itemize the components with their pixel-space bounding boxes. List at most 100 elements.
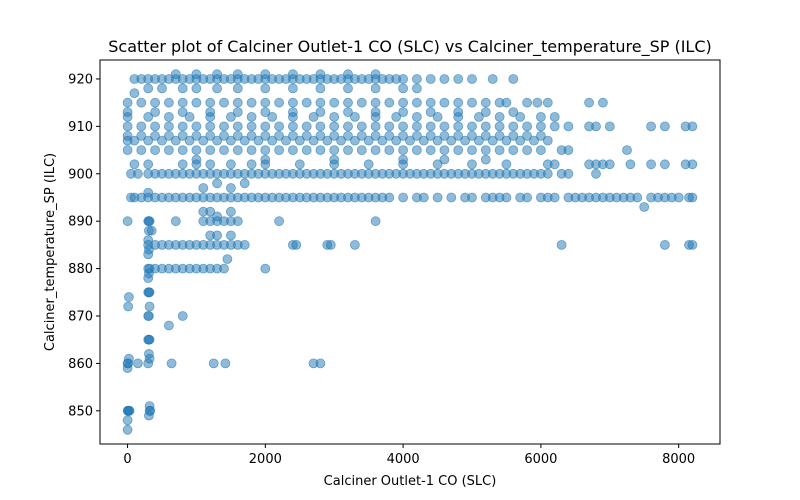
data-point (205, 107, 216, 117)
data-point (384, 97, 395, 108)
x-tick-label: 8000 (662, 452, 695, 467)
data-point (177, 107, 188, 117)
data-point (425, 145, 436, 156)
data-point (232, 83, 243, 94)
data-point (163, 97, 174, 108)
x-axis-label: Calciner Outlet-1 CO (SLC) (324, 474, 497, 489)
data-point (301, 145, 312, 156)
data-point (308, 112, 319, 122)
data-point (473, 135, 484, 146)
data-point (391, 135, 402, 146)
data-point (343, 83, 353, 94)
data-point (315, 83, 326, 94)
data-point (625, 159, 636, 170)
data-point (480, 121, 491, 132)
data-point (494, 121, 505, 132)
data-point (425, 74, 436, 84)
data-point (136, 121, 147, 132)
data-point (291, 239, 302, 250)
data-point (501, 97, 512, 108)
data-point (391, 112, 402, 122)
data-point (480, 97, 491, 108)
points-layer (122, 69, 698, 435)
data-point (177, 159, 188, 170)
data-point (184, 112, 195, 122)
data-point (129, 88, 140, 99)
data-point (225, 183, 236, 193)
data-point (522, 97, 532, 108)
data-point (274, 130, 285, 141)
data-point (343, 145, 353, 156)
x-tick-label: 2000 (249, 452, 282, 467)
data-point (549, 192, 560, 203)
data-point (480, 145, 491, 156)
data-point (301, 121, 312, 132)
data-point (532, 97, 543, 108)
data-point (191, 154, 202, 165)
data-point (343, 97, 353, 108)
data-point (143, 135, 154, 146)
data-point (370, 107, 381, 117)
data-point (329, 154, 340, 165)
data-point (157, 135, 167, 146)
data-point (604, 159, 615, 170)
data-point (124, 405, 135, 416)
data-point (177, 121, 188, 132)
data-point (198, 135, 209, 146)
data-point (480, 107, 491, 117)
data-point (329, 97, 340, 108)
data-point (315, 358, 326, 369)
data-point (370, 145, 381, 156)
data-point (467, 159, 477, 170)
data-point (370, 121, 381, 132)
data-point (239, 239, 250, 250)
data-point (480, 130, 491, 141)
data-point (522, 192, 532, 203)
data-point (246, 112, 257, 122)
data-point (301, 97, 312, 108)
data-point (536, 112, 546, 122)
data-point (205, 206, 216, 217)
data-point (274, 97, 285, 108)
data-point (287, 83, 298, 94)
data-point (522, 121, 532, 132)
data-point (136, 130, 147, 141)
data-point (315, 107, 326, 117)
data-point (260, 107, 271, 117)
data-point (370, 83, 381, 94)
data-point (467, 130, 477, 141)
data-point (177, 145, 188, 156)
data-point (349, 135, 360, 146)
data-point (205, 121, 216, 132)
data-point (370, 130, 381, 141)
data-point (473, 112, 484, 122)
data-point (274, 121, 285, 132)
data-point (660, 239, 670, 250)
data-point (157, 83, 167, 94)
data-point (591, 121, 601, 132)
data-point (267, 112, 278, 122)
data-point (411, 83, 422, 94)
data-point (122, 415, 133, 426)
y-tick-label: 870 (68, 310, 93, 325)
data-point (446, 192, 457, 203)
data-point (170, 216, 181, 227)
data-point (508, 121, 519, 132)
data-point (453, 121, 464, 132)
data-point (322, 135, 333, 146)
y-axis-label: Calciner_temperature_SP (ILC) (43, 153, 58, 351)
data-point (411, 97, 422, 108)
data-point (398, 121, 409, 132)
data-point (377, 135, 388, 146)
data-point (287, 97, 298, 108)
data-point (212, 230, 223, 241)
data-point (425, 97, 436, 108)
data-point (432, 159, 443, 170)
data-point (294, 135, 305, 146)
data-point (639, 202, 650, 212)
data-point (549, 112, 560, 122)
data-point (660, 121, 670, 132)
data-point (129, 135, 140, 146)
data-point (246, 97, 257, 108)
data-point (260, 69, 271, 80)
